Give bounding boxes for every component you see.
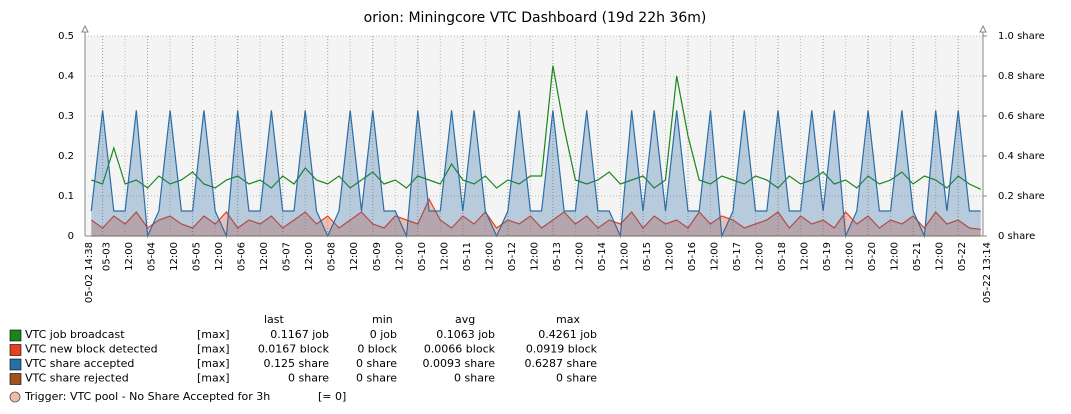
x-tick-label: 05-04 — [147, 242, 158, 271]
x-tick-label: 05-19 — [822, 242, 833, 271]
x-tick-label: 12:00 — [574, 242, 585, 271]
trigger-icon — [9, 391, 21, 403]
legend-name: VTC new block detected — [25, 343, 158, 356]
legend-function: [max] — [197, 328, 230, 341]
x-tick-label: 05-03 — [102, 242, 113, 271]
legend-header: avg — [455, 313, 475, 326]
x-tick-label: 12:00 — [664, 242, 675, 271]
x-tick-label: 12:00 — [800, 242, 811, 271]
x-tick-label: 05-22 — [957, 242, 968, 271]
x-tick-label: 12:00 — [169, 242, 180, 271]
trigger-condition: [= 0] — [318, 390, 346, 403]
legend-stat: 0.1063 job — [436, 328, 495, 341]
y2-tick-label: 0 share — [998, 231, 1035, 242]
legend-stat: 0.1167 job — [270, 328, 329, 341]
legend-stat: 0 share — [556, 372, 597, 385]
x-tick-label: 05-10 — [417, 242, 428, 271]
x-tick-label: 05-13 — [552, 242, 563, 271]
x-tick-label: 05-11 — [462, 242, 473, 271]
y-tick-label: 0.2 — [58, 151, 74, 162]
x-tick-label: 05-07 — [282, 242, 293, 271]
x-tick-label: 05-17 — [732, 242, 743, 271]
series-line — [90, 110, 981, 239]
legend-stat: 0 share — [288, 372, 329, 385]
series-area — [91, 199, 981, 236]
y2-tick-label: 0.2 share — [998, 191, 1045, 202]
x-tick-label: 12:00 — [619, 242, 630, 271]
legend-stat: 0.6287 share — [525, 357, 598, 370]
legend-function: [max] — [197, 372, 230, 385]
x-tick-label: 05-08 — [327, 242, 338, 271]
x-tick-label: 12:00 — [214, 242, 225, 271]
y2-tick-label: 0.6 share — [998, 111, 1045, 122]
x-limit-label: 05-02 14:38 — [84, 242, 95, 303]
legend-stat: 0.125 share — [264, 357, 330, 370]
x-limit-label: 05-22 13:14 — [982, 242, 993, 303]
legend-name: VTC share accepted — [25, 357, 134, 370]
legend-function: [max] — [197, 357, 230, 370]
legend-stat: 0.0167 block — [258, 343, 330, 356]
x-tick-label: 05-16 — [687, 242, 698, 271]
plot-area — [85, 36, 983, 236]
legend-swatch — [9, 329, 22, 342]
x-tick-label: 05-18 — [777, 242, 788, 271]
x-tick-label: 12:00 — [845, 242, 856, 271]
y-tick-label: 0.4 — [58, 71, 74, 82]
x-tick-label: 12:00 — [439, 242, 450, 271]
legend-name: VTC job broadcast — [25, 328, 125, 341]
legend-header: max — [556, 313, 580, 326]
x-tick-label: 12:00 — [394, 242, 405, 271]
legend-stat: 0 share — [356, 357, 397, 370]
y2-tick-label: 1.0 share — [998, 31, 1045, 42]
x-tick-label: 05-14 — [597, 242, 608, 271]
x-tick-label: 12:00 — [124, 242, 135, 271]
legend-swatch — [9, 358, 22, 371]
legend-function: [max] — [197, 343, 230, 356]
series-area — [91, 110, 981, 236]
x-tick-label: 05-06 — [237, 242, 248, 271]
legend-stat: 0.4261 job — [538, 328, 597, 341]
x-tick-label: 12:00 — [349, 242, 360, 271]
series-line — [91, 65, 981, 190]
chart-title: orion: Miningcore VTC Dashboard (19d 22h… — [364, 10, 707, 26]
x-tick-label: 12:00 — [755, 242, 766, 271]
x-tick-label: 05-12 — [507, 242, 518, 271]
y2-tick-label: 0.8 share — [998, 71, 1045, 82]
axis-arrow — [81, 24, 89, 33]
x-tick-label: 12:00 — [304, 242, 315, 271]
legend-stat: 0 share — [356, 372, 397, 385]
legend-stat: 0.0066 block — [424, 343, 496, 356]
series-line — [90, 197, 981, 230]
x-tick-label: 12:00 — [529, 242, 540, 271]
x-tick-label: 12:00 — [259, 242, 270, 271]
axis-arrow — [979, 24, 987, 33]
x-tick-label: 05-21 — [912, 242, 923, 271]
legend-header: min — [372, 313, 393, 326]
legend-stat: 0.0919 block — [526, 343, 598, 356]
y2-tick-label: 0.4 share — [998, 151, 1045, 162]
legend-stat: 0.0093 share — [423, 357, 496, 370]
y-tick-label: 0.5 — [58, 31, 74, 42]
legend-header: last — [264, 313, 285, 326]
y-tick-label: 0.3 — [58, 111, 74, 122]
legend-stat: 0 share — [454, 372, 495, 385]
x-tick-label: 12:00 — [890, 242, 901, 271]
x-tick-label: 05-15 — [642, 242, 653, 271]
y-tick-label: 0 — [68, 231, 74, 242]
legend-name: VTC share rejected — [25, 372, 129, 385]
x-tick-label: 05-09 — [372, 242, 383, 271]
legend-stat: 0 block — [357, 343, 397, 356]
x-tick-label: 12:00 — [484, 242, 495, 271]
x-tick-label: 05-20 — [867, 242, 878, 271]
x-tick-label: 12:00 — [935, 242, 946, 271]
x-tick-label: 05-05 — [192, 242, 203, 271]
legend-stat: 0 job — [370, 328, 397, 341]
legend-swatch — [9, 344, 22, 356]
y-tick-label: 0.1 — [58, 191, 74, 202]
trigger-label: Trigger: VTC pool - No Share Accepted fo… — [24, 390, 270, 403]
x-tick-label: 12:00 — [709, 242, 720, 271]
legend-swatch — [9, 373, 22, 385]
